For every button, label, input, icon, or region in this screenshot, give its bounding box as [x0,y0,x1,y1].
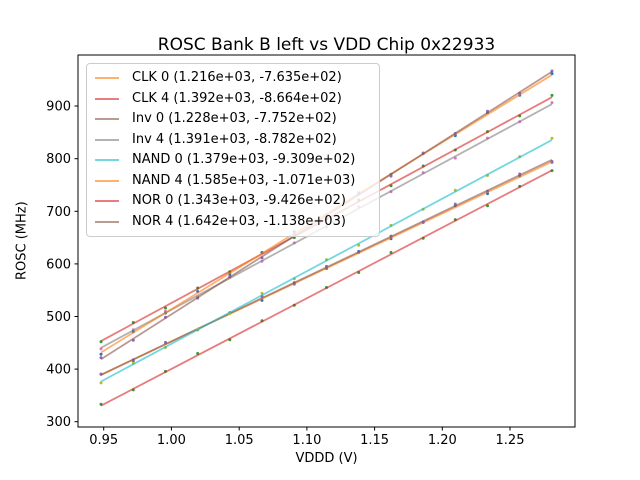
legend-item-label: CLK 0 (1.216e+03, -7.635e+02) [132,70,342,85]
legend-line-swatch [95,220,119,223]
legend-item: NOR 4 (1.642e+03, -1.138e+03) [87,212,379,233]
legend-item-label: Inv 0 (1.228e+03, -7.752e+02) [132,111,337,126]
chart-title: ROSC Bank B left vs VDD Chip 0x22933 [157,35,496,55]
legend: CLK 0 (1.216e+03, -7.635e+02) CLK 4 (1.39… [86,63,380,237]
data-point [99,352,103,356]
legend-item: CLK 4 (1.392e+03, -8.664e+02) [87,89,379,110]
x-axis-label: VDDD (V) [295,451,358,466]
x-tick-label: 1.20 [428,433,457,448]
fit-line [100,169,553,407]
legend-item-label: NAND 0 (1.379e+03, -9.309e+02) [132,152,356,167]
legend-item-label: Inv 4 (1.391e+03, -8.782e+02) [132,131,337,147]
y-tick-label: 400 [46,363,71,378]
x-tick-label: 1.05 [225,433,254,448]
legend-line-swatch [95,159,119,162]
data-point [550,93,554,97]
legend-line-swatch [95,179,119,182]
legend-item: NAND 4 (1.585e+03, -1.071e+03) [87,171,379,192]
fit-line [100,139,553,383]
legend-item-label: NAND 4 (1.585e+03, -1.071e+03) [132,172,356,188]
fit-line [100,158,553,376]
legend-item: CLK 0 (1.216e+03, -7.635e+02) [87,68,379,89]
legend-item-label: CLK 4 (1.392e+03, -8.664e+02) [132,90,342,106]
legend-item: Inv 4 (1.391e+03, -8.782e+02) [87,130,379,151]
y-tick-label: 300 [46,415,71,430]
legend-line-swatch [95,200,119,203]
legend-item-label: NOR 4 (1.642e+03, -1.138e+03) [132,213,346,229]
data-point [550,136,554,140]
x-tick-label: 1.15 [360,433,389,448]
y-tick-label: 700 [46,205,71,220]
legend-line-swatch [95,138,119,141]
data-point [550,101,554,105]
data-point [99,381,103,385]
legend-line-swatch [95,118,119,121]
axes-frame [77,54,576,428]
y-tick-label: 500 [46,310,71,325]
legend-item-label: NOR 0 (1.343e+03, -9.426e+02) [132,193,346,208]
x-tick-label: 1.00 [157,433,186,448]
y-tick-label: 900 [46,100,71,115]
x-tick-label: 0.95 [89,433,118,448]
y-tick-label: 600 [46,257,71,272]
y-tick-label: 800 [46,152,71,167]
legend-item: NAND 0 (1.379e+03, -9.309e+02) [87,150,379,171]
x-tick-label: 1.10 [292,433,321,448]
legend-line-swatch [95,97,119,100]
legend-item: Inv 0 (1.228e+03, -7.752e+02) [87,109,379,130]
legend-item: NOR 0 (1.343e+03, -9.426e+02) [87,191,379,212]
legend-line-swatch [95,77,119,80]
y-axis-label: ROSC (MHz) [14,201,30,281]
x-tick-label: 1.25 [496,433,525,448]
